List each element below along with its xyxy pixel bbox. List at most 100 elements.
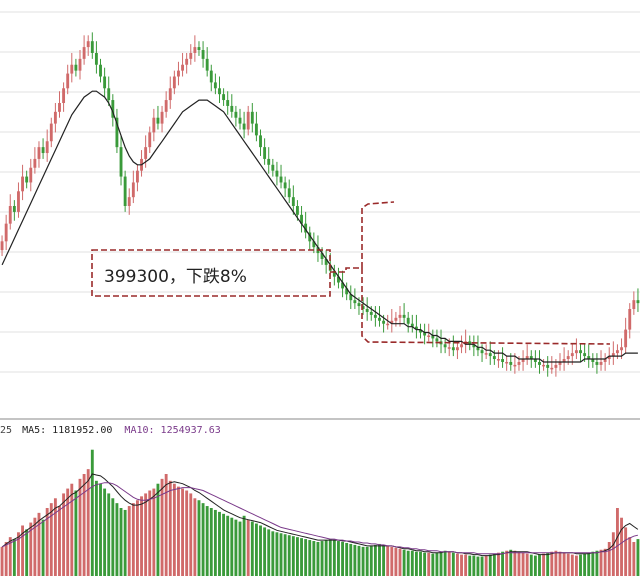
volume-bar (189, 493, 193, 576)
volume-bar (484, 555, 488, 576)
candle-body (308, 232, 312, 242)
volume-bar (349, 543, 353, 576)
candle-body (382, 320, 386, 324)
candle-body (587, 356, 591, 360)
candle-body (521, 359, 525, 362)
volume-bar (263, 527, 267, 576)
volume-bar (357, 545, 361, 576)
candle-body (250, 111, 254, 124)
candle-body (562, 359, 566, 362)
volume-bar (439, 551, 443, 576)
volume-bar (119, 508, 123, 576)
candle-body (574, 350, 578, 354)
candle-body (205, 58, 209, 71)
candle-body (501, 359, 504, 362)
volume-bar (259, 525, 262, 576)
candle-body (58, 103, 61, 112)
volume-bar (246, 519, 250, 576)
candle-body (296, 206, 299, 215)
volume-bar (49, 503, 53, 576)
volume-bar (193, 498, 197, 576)
candle-body (550, 367, 554, 370)
volume-bar (607, 542, 611, 576)
candle-body (209, 70, 213, 83)
volume-bar (205, 506, 209, 576)
volume-bar (328, 539, 332, 576)
candle-body (398, 314, 402, 318)
volume-bar (386, 545, 390, 576)
volume-bar (21, 525, 24, 576)
candle-body (131, 182, 135, 198)
candle-body (517, 361, 521, 365)
candle-body (53, 111, 57, 124)
volume-bar (460, 554, 463, 576)
volume-bar (172, 483, 176, 576)
volume-bar (160, 478, 164, 576)
volume-bar (115, 503, 119, 576)
candle-body (624, 329, 628, 348)
volume-bar (82, 474, 86, 576)
candle-body (90, 41, 94, 53)
candle-body (484, 353, 488, 355)
volume-bar (431, 553, 435, 576)
volume-bar (291, 536, 295, 576)
candle-body (193, 47, 197, 53)
volume-bar (624, 527, 628, 576)
volume-bar (271, 531, 275, 576)
candle-body (238, 117, 242, 124)
volume-bar (476, 556, 480, 576)
candle-body (620, 347, 623, 351)
candle-body (164, 100, 168, 112)
volume-bar (451, 552, 455, 576)
volume-bar (566, 553, 570, 576)
volume-bar (296, 537, 299, 576)
candle-body (70, 64, 74, 74)
volume-bar (529, 554, 533, 576)
volume-bar (148, 490, 152, 576)
volume-bar (628, 537, 632, 576)
candle-body (488, 353, 492, 357)
candle-body (591, 359, 595, 362)
volume-bar (620, 517, 623, 576)
candle-body (456, 347, 459, 351)
volume-bar (632, 542, 636, 576)
candle-body (353, 300, 357, 304)
volume-bar (90, 449, 94, 576)
volume-bar (74, 490, 78, 576)
candle-body (554, 364, 558, 368)
candle-body (271, 164, 275, 171)
candle-body (8, 206, 12, 224)
volume-bar (583, 553, 587, 576)
volume-bar (185, 490, 189, 576)
candle-body (533, 359, 537, 362)
volume-bar (562, 552, 566, 576)
volume-bar (365, 546, 369, 576)
volume-bar (525, 553, 529, 576)
volume-bar (579, 554, 582, 576)
volume-bar (254, 523, 258, 576)
candle-body (636, 300, 640, 304)
volume-bar (8, 537, 12, 576)
volume-bar (398, 548, 402, 576)
candle-body (222, 94, 226, 101)
volume-bar (546, 552, 550, 576)
ma5-label: MA5: 1181952.00 (22, 425, 113, 436)
candle-body (570, 353, 574, 357)
volume-bar (410, 550, 414, 576)
candle-body (259, 135, 262, 148)
candle-body (99, 64, 102, 77)
candle-body (287, 188, 291, 198)
candle-body (525, 356, 529, 360)
candle-body (558, 361, 562, 365)
candle-body (263, 147, 267, 159)
candle-body (4, 223, 8, 242)
volume-bar (513, 550, 517, 576)
candle-body (373, 314, 377, 318)
candle-body (242, 123, 246, 130)
candle-body (332, 270, 336, 277)
candle-body (480, 350, 484, 354)
candle-body (21, 176, 24, 192)
volume-header-prefix: 25 (0, 425, 13, 436)
volume-bar (542, 553, 546, 576)
